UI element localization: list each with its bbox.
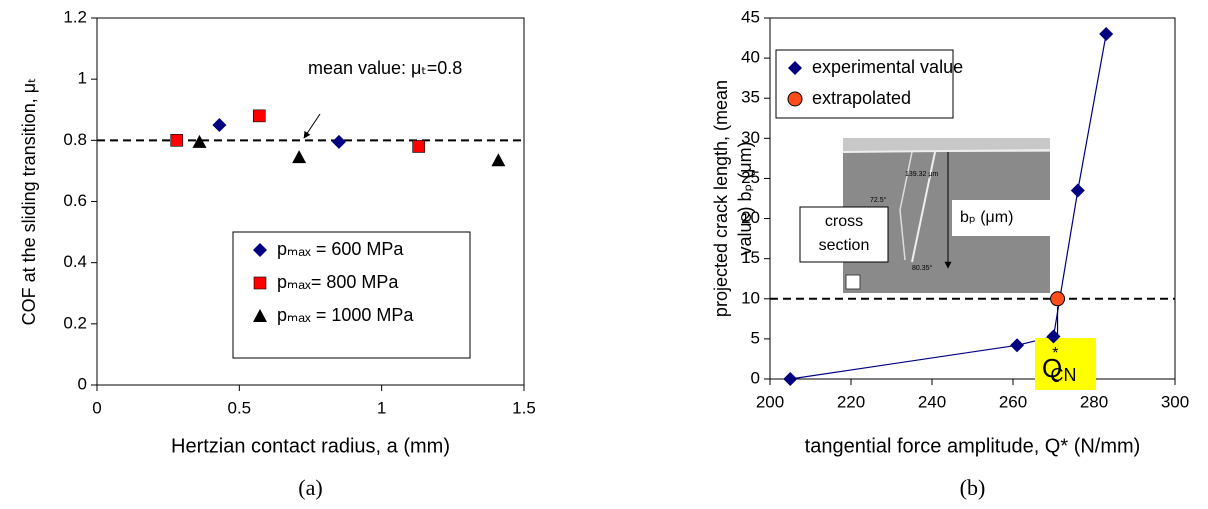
point (170, 134, 184, 147)
x-tick-label: 1 (377, 398, 386, 417)
x-tick-label: 280 (1080, 392, 1108, 411)
point (412, 140, 425, 153)
q-label-box (1035, 338, 1096, 390)
inset-box (799, 206, 889, 263)
point (212, 118, 227, 133)
y-axis-title: COF at the sliding transition, μₜ (19, 78, 39, 326)
legend-label: experimental value (812, 57, 963, 77)
point (1050, 291, 1066, 307)
y-tick-label: 15 (741, 248, 760, 267)
annotation-arrow (303, 113, 321, 139)
inset-label: cross (825, 213, 863, 230)
point (783, 372, 798, 386)
legend-box (775, 49, 954, 119)
y-tick-label: 0 (751, 368, 760, 387)
x-tick-label: 300 (1161, 392, 1189, 411)
y-tick-label: 30 (741, 128, 760, 147)
y-tick-label: 5 (751, 328, 760, 347)
legend-marker (253, 309, 267, 322)
x-tick-label: 200 (756, 392, 784, 411)
annotation: mean value: μₜ=0.8 (308, 58, 462, 78)
point (1099, 27, 1114, 42)
q-label: Q* CN (1042, 345, 1076, 385)
y-tick-label: 0 (78, 374, 87, 393)
point (1046, 329, 1061, 344)
y-tick-label: 0.6 (63, 191, 87, 210)
point (252, 109, 266, 123)
q-base: Q (1042, 353, 1062, 383)
y-tick-label: 25 (741, 168, 760, 187)
x-tick-label: 220 (837, 392, 865, 411)
y-axis-title: value) bₚ (μm) (735, 141, 755, 255)
x-tick-label: 0.5 (228, 398, 252, 417)
x-axis-title: tangential force amplitude, Q* (N/mm) (805, 435, 1141, 457)
legend-box (232, 231, 471, 359)
caption: (a) (298, 475, 322, 500)
caption: (b) (960, 475, 986, 500)
y-tick-label: 0.4 (63, 252, 87, 271)
y-tick-label: 1 (78, 69, 87, 88)
x-axis-title: Hertzian contact radius, a (mm) (171, 435, 450, 457)
x-tick-label: 240 (918, 392, 946, 411)
plot-frame (769, 17, 1176, 380)
legend-label: pₘₐₓ= 800 MPa (277, 272, 399, 292)
legend-marker (788, 61, 802, 75)
y-tick-label: 40 (741, 48, 760, 67)
point (192, 134, 207, 148)
y-axis-title: projected crack length, (mean (711, 80, 731, 317)
point (331, 134, 346, 149)
inset-label: bₚ (μm) (960, 209, 1013, 226)
micro-label: 80.35° (912, 264, 933, 272)
y-tick-label: 20 (741, 208, 760, 227)
legend-label: pₘₐₓ = 600 MPa (277, 239, 404, 259)
point (491, 153, 506, 167)
legend-marker (253, 276, 267, 290)
micro-label: 139.32 μm (905, 171, 938, 178)
legend-marker (253, 243, 267, 257)
y-tick-label: 0.8 (63, 130, 87, 149)
legend-label: extrapolated (812, 88, 911, 108)
x-tick-label: 1.5 (512, 398, 536, 417)
micro-label: 72.5° (870, 196, 887, 204)
inset-box (952, 200, 1050, 236)
y-tick-label: 10 (741, 288, 760, 307)
y-tick-label: 0.2 (63, 313, 87, 332)
y-tick-label: 45 (741, 7, 760, 26)
y-tick-label: 35 (741, 88, 760, 107)
legend-marker (787, 91, 803, 107)
q-sup: * (1052, 345, 1058, 362)
y-tick-label: 1.2 (63, 7, 87, 26)
point (292, 150, 307, 164)
point (1010, 338, 1025, 353)
x-tick-label: 0 (92, 398, 101, 417)
q-sub: CN (1050, 365, 1076, 385)
legend-label: pₘₐₓ = 1000 MPa (277, 305, 414, 325)
point (1070, 183, 1085, 198)
x-tick-label: 260 (999, 392, 1027, 411)
inset-label: section (819, 237, 870, 254)
